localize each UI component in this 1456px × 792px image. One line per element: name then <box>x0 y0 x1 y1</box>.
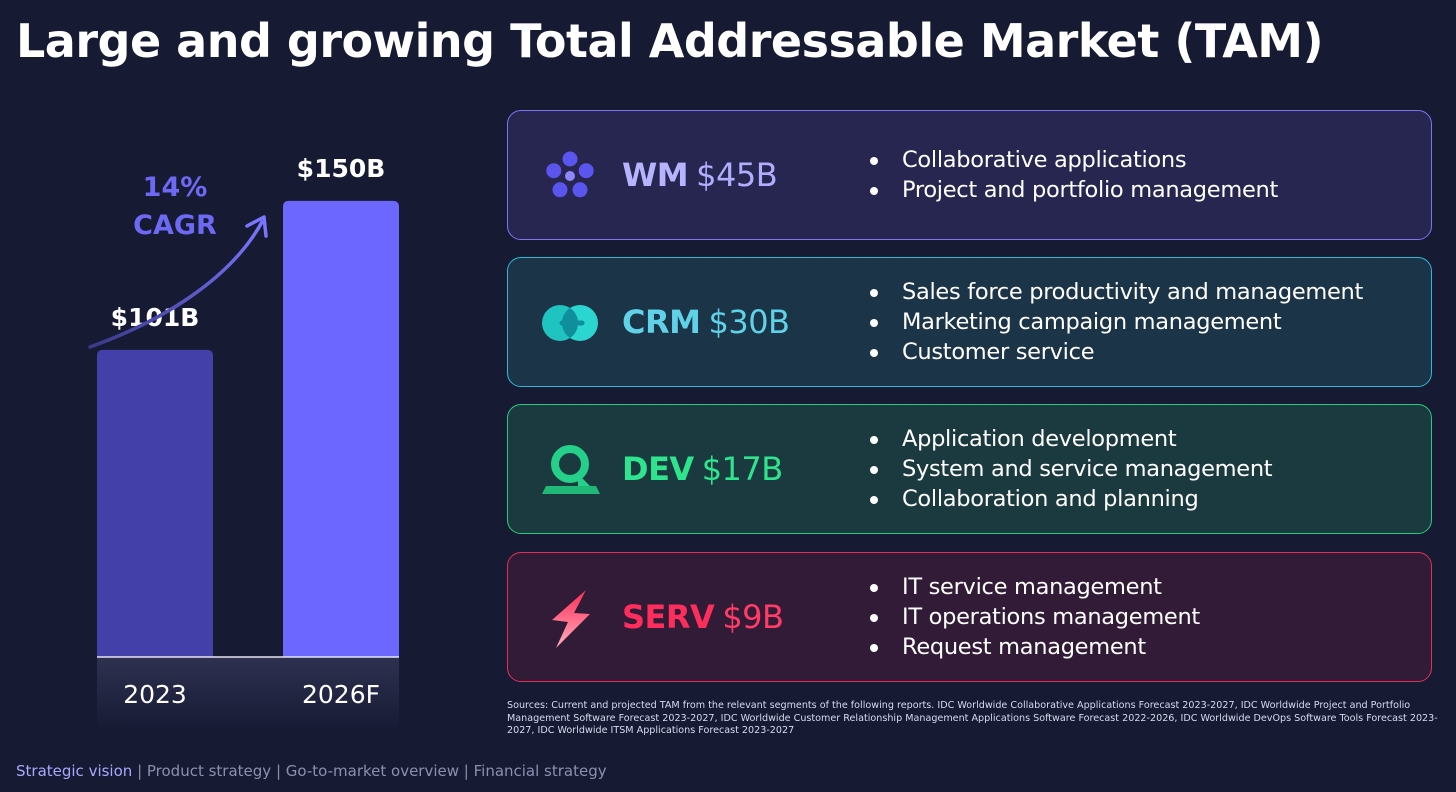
bullet-item: Marketing campaign management <box>870 307 1363 337</box>
segment-card-crm: CRM $30B Sales force productivity and mana… <box>507 257 1432 387</box>
footer-item-financial-strategy[interactable]: Financial strategy <box>473 762 607 780</box>
cagr-percent: 14% <box>143 172 208 203</box>
x-tick-label: 2023 <box>123 680 187 709</box>
bullet-item: Collaborative applications <box>870 145 1278 175</box>
segment-bullets: Collaborative applications Project and po… <box>870 111 1278 239</box>
segment-card-serv: SERV $9B IT service management IT operation… <box>507 552 1432 682</box>
segment-value: $9B <box>722 598 784 636</box>
bar-value-label: $150B <box>297 154 386 183</box>
footer-separator: | <box>132 762 147 780</box>
segment-label: CRM $30B <box>622 258 790 386</box>
segment-name: DEV <box>622 450 694 488</box>
segment-name: SERV <box>622 598 715 636</box>
bullet-item: Request management <box>870 632 1200 662</box>
x-axis-band <box>97 657 399 732</box>
bullet-item: Sales force productivity and management <box>870 277 1363 307</box>
footer-item-product-strategy[interactable]: Product strategy <box>146 762 272 780</box>
segment-label: WM $45B <box>622 111 778 239</box>
bullet-item: System and service management <box>870 454 1273 484</box>
segment-label: DEV $17B <box>622 405 783 533</box>
bullet-item: Customer service <box>870 337 1363 367</box>
sources-note: Sources: Current and projected TAM from … <box>507 700 1438 736</box>
dev-loop-icon <box>538 438 602 502</box>
growth-arrow-head <box>245 215 268 238</box>
segment-value: $30B <box>708 303 790 341</box>
segment-value: $45B <box>696 156 778 194</box>
bullet-item: Collaboration and planning <box>870 484 1272 514</box>
growth-arrow-curve <box>88 220 264 349</box>
segment-label: SERV $9B <box>622 553 784 681</box>
segment-value: $17B <box>701 450 784 488</box>
segment-card-wm: WM $45B Collaborative applications Project … <box>507 110 1432 240</box>
bullet-item: Application development <box>870 424 1272 454</box>
segment-bullets: Sales force productivity and management M… <box>870 258 1363 386</box>
x-tick-label: 2026F <box>302 680 380 709</box>
footer-item-strategic-vision[interactable]: Strategic vision <box>16 762 133 780</box>
serv-bolt-icon <box>538 586 602 650</box>
bullet-item: IT operations management <box>870 602 1200 632</box>
cagr-label: CAGR <box>133 210 217 241</box>
crm-rings-icon <box>538 291 602 355</box>
wm-flower-icon <box>538 144 602 208</box>
bar-2026f <box>283 200 399 657</box>
footer-separator: | <box>271 762 286 780</box>
segment-card-dev: DEV $17B Application development System and… <box>507 404 1432 534</box>
footer-nav: Strategic vision | Product strategy | Go… <box>16 762 607 780</box>
bullet-item: IT service management <box>870 572 1200 602</box>
footer-separator: | <box>459 762 474 780</box>
bullet-item: Project and portfolio management <box>870 175 1278 205</box>
footer-item-go-to-market-overview[interactable]: Go-to-market overview <box>285 762 460 780</box>
page-title: Large and growing Total Addressable Mark… <box>16 14 1324 68</box>
bar-2023 <box>97 349 213 657</box>
segment-bullets: Application development System and servic… <box>870 405 1273 533</box>
segment-name: CRM <box>622 303 701 341</box>
segment-bullets: IT service management IT operations manag… <box>870 553 1200 681</box>
segment-name: WM <box>622 156 689 194</box>
